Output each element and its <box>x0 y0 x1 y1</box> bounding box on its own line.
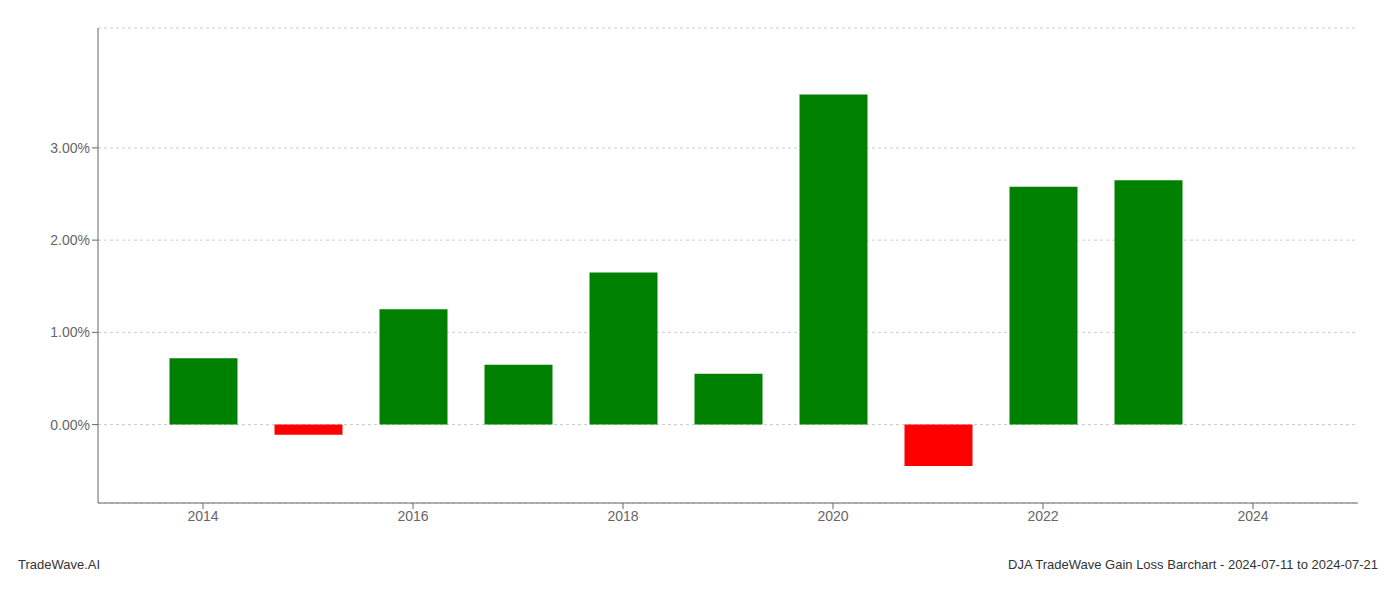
svg-text:2.00%: 2.00% <box>50 232 90 248</box>
svg-text:2016: 2016 <box>397 508 428 524</box>
html-text:DJA TradeWave Gain Loss Barcha: DJA TradeWave Gain Loss Barchart - 2024-… <box>1008 557 1378 572</box>
svg-text:2018: 2018 <box>607 508 638 524</box>
svg-text:2022: 2022 <box>1027 508 1058 524</box>
html-text:TradeWave.AI: TradeWave.AI <box>18 557 101 572</box>
svg-text:1.00%: 1.00% <box>50 324 90 340</box>
svg-text:2020: 2020 <box>817 508 848 524</box>
svg-text:2014: 2014 <box>187 508 218 524</box>
svg-text:0.00%: 0.00% <box>50 417 90 433</box>
svg-text:2024: 2024 <box>1237 508 1268 524</box>
svg-text:3.00%: 3.00% <box>50 140 90 156</box>
